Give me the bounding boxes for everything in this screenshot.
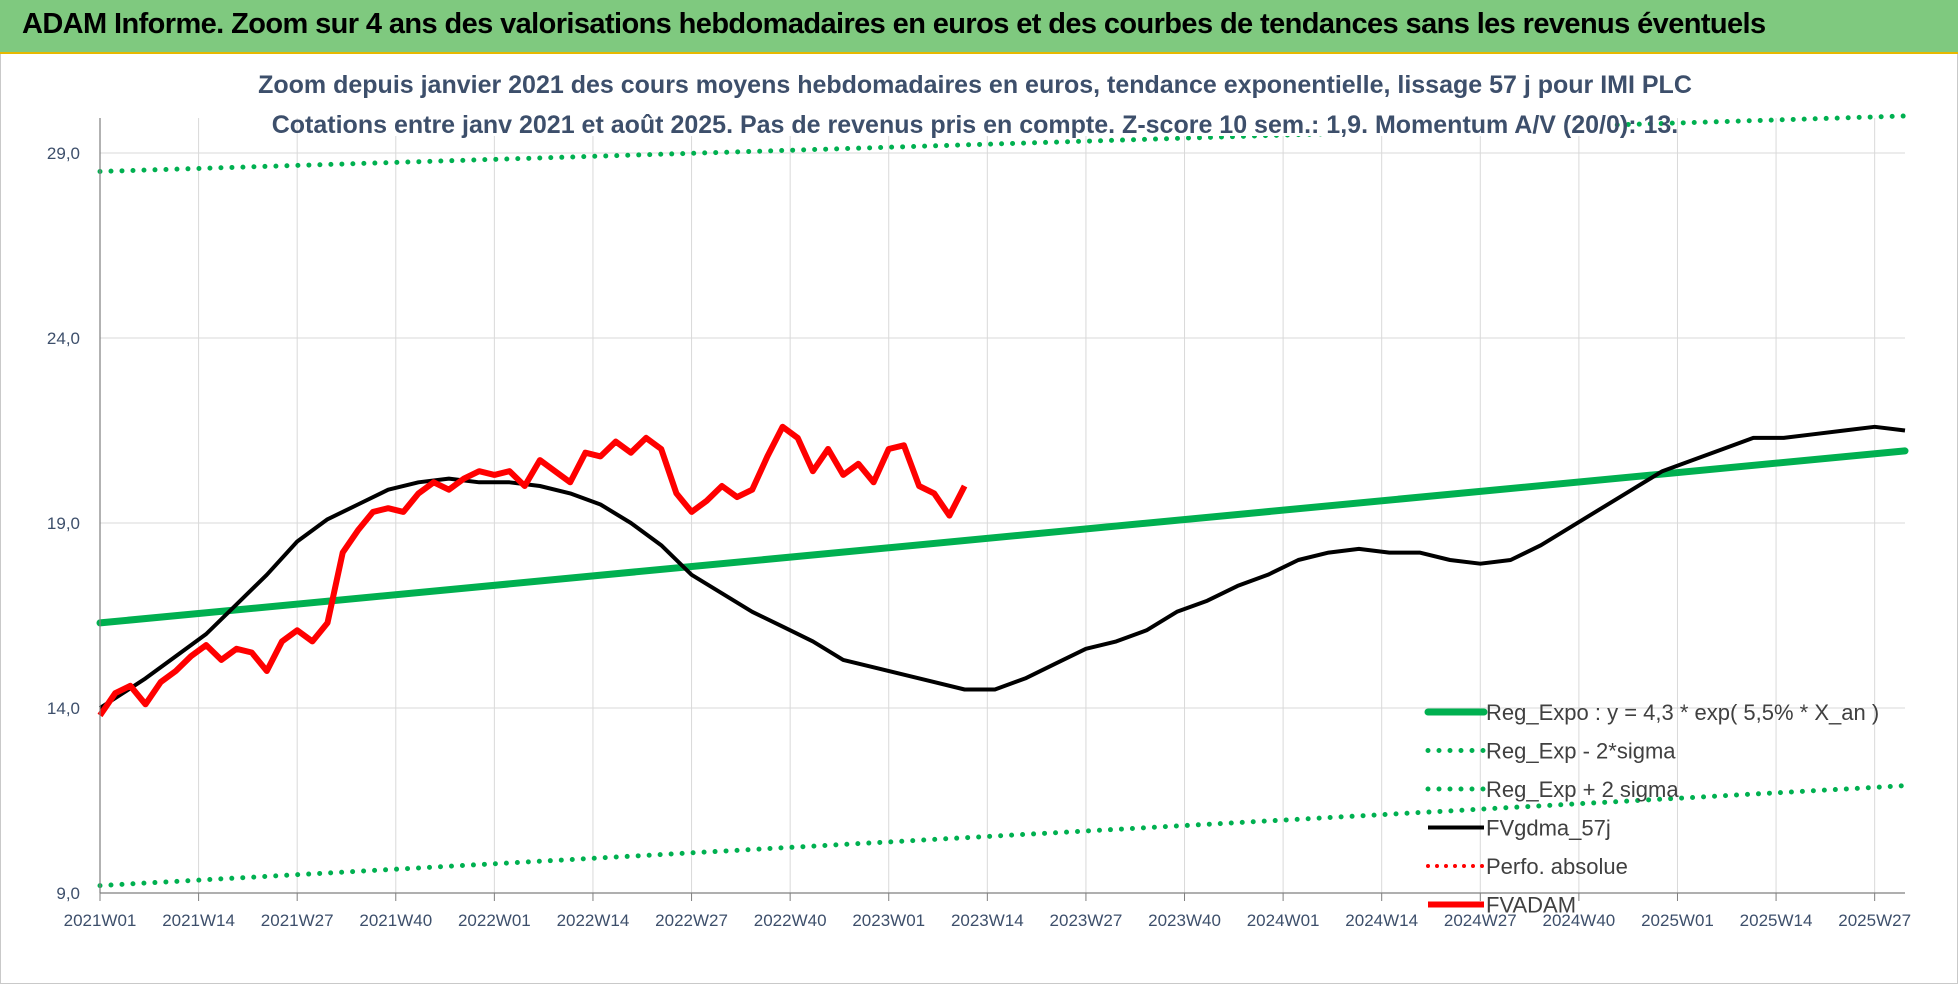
legend-label: FVgdma_57j [1486,816,1611,841]
y-tick-label: 24,0 [47,329,80,348]
x-tick-label: 2022W14 [557,911,630,930]
x-tick-label: 2023W40 [1148,911,1221,930]
x-tick-label: 2023W14 [951,911,1024,930]
legend-label: Reg_Exp + 2 sigma [1486,777,1679,802]
series-line-1 [97,783,1908,889]
page-title: ADAM Informe. Zoom sur 4 ans des valoris… [22,8,1766,40]
subtitle-line-1: Zoom depuis janvier 2021 des cours moyen… [258,71,1692,99]
x-tick-label: 2022W27 [655,911,728,930]
subtitle-line-2: Cotations entre janv 2021 et août 2025. … [272,111,1679,139]
legend: Reg_Expo : y = 4,3 * exp( 5,5% * X_an ) R… [1424,700,1879,918]
y-tick-label: 9,0 [56,884,80,903]
subtitle-background [335,60,1610,136]
legend-label: Reg_Exp - 2*sigma [1486,739,1676,764]
x-tick-label: 2022W01 [458,911,531,930]
axes: 9,0 14,0 19,0 24,0 29,0 2021W01 2021W14 2021W27… [47,118,1911,930]
x-tick-label: 2024W14 [1345,911,1418,930]
x-tick-label: 2024W01 [1247,911,1320,930]
line-chart: Zoom depuis janvier 2021 des cours moyen… [47,60,1911,930]
title-banner: ADAM Informe. Zoom sur 4 ans des valoris… [0,0,1958,54]
x-tick-label: 2024W27 [1444,911,1517,930]
legend-label: Reg_Expo : y = 4,3 * exp( 5,5% * X_an ) [1486,700,1879,725]
legend-label: FVADAM [1486,893,1576,918]
series-line-5 [97,423,968,718]
x-tick-label: 2023W27 [1050,911,1123,930]
x-tick-label: 2022W40 [754,911,827,930]
x-tick-label: 2024W40 [1542,911,1615,930]
legend-label: Perfo. absolue [1486,854,1628,879]
series-layer [96,113,1909,889]
series-line-0 [96,447,1909,627]
y-tick-label: 14,0 [47,699,80,718]
x-tick-label: 2023W01 [852,911,925,930]
subtitle: Zoom depuis janvier 2021 des cours moyen… [258,60,1692,139]
y-tick-label: 29,0 [47,144,80,163]
x-tick-label: 2021W27 [261,911,334,930]
x-tick-label: 2021W40 [359,911,432,930]
x-tick-label: 2025W01 [1641,911,1714,930]
y-tick-label: 19,0 [47,514,80,533]
x-tick-label: 2021W14 [162,911,235,930]
x-tick-label: 2025W27 [1838,911,1911,930]
x-tick-label: 2021W01 [64,911,137,930]
series-line-3 [98,424,1906,710]
x-tick-label: 2025W14 [1740,911,1813,930]
